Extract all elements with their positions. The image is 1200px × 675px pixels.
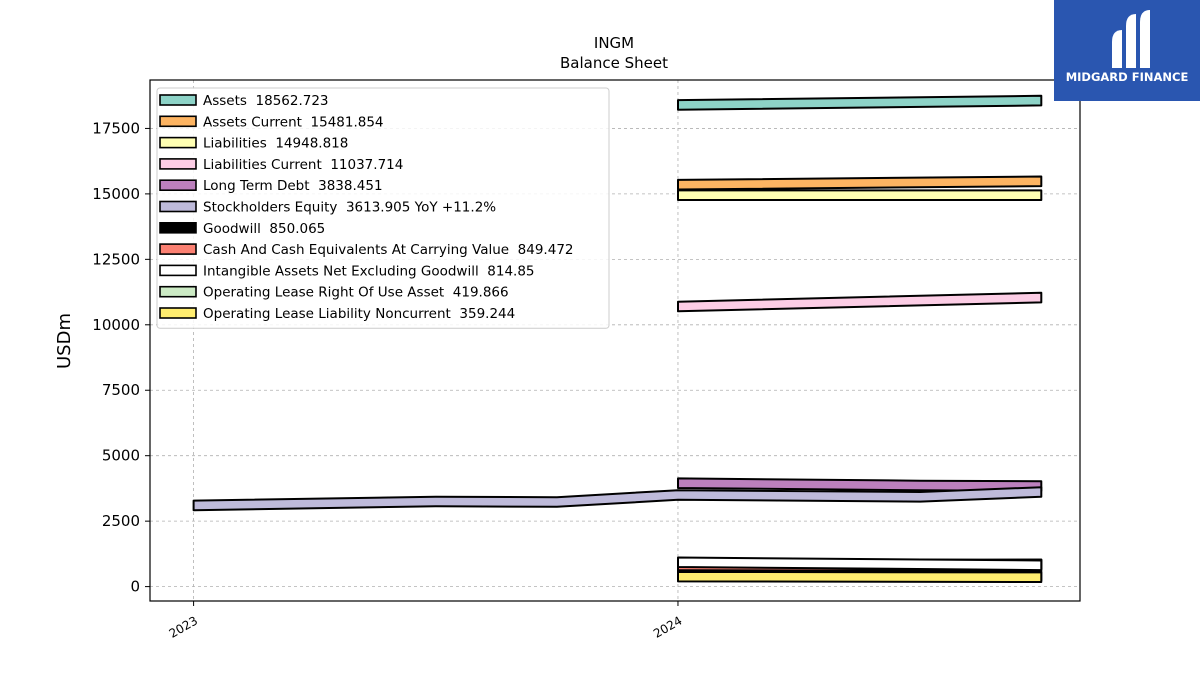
y-tick-label: 7500 [102, 381, 140, 399]
axes: 0 2500 5000 7500 10000 12500 15000 17500 2023 202… [92, 79, 1081, 641]
legend: Assets 18562.723 Assets Current 15481.854… [156, 87, 610, 329]
plot-frame [149, 79, 1081, 602]
legend-swatch [159, 94, 197, 106]
legend-label: Stockholders Equity 3613.905 YoY +11.2% [203, 200, 496, 216]
x-tick-label: 2023 [167, 613, 200, 640]
legend-swatch [159, 115, 197, 128]
legend-label: Operating Lease Right Of Use Asset 419.8… [203, 285, 509, 301]
legend-swatch [159, 222, 197, 234]
series-area [192, 486, 1043, 512]
series-area [677, 189, 1043, 201]
y-tick-label: 15000 [92, 185, 140, 203]
legend-label: Operating Lease Liability Noncurrent 359… [203, 306, 515, 322]
legend-swatch [159, 200, 197, 213]
brand-logo: MIDGARD FINANCE [1054, 0, 1200, 101]
chart-subtitle: Balance Sheet [560, 54, 668, 72]
series-area [677, 175, 1043, 191]
chart-title: INGM [594, 34, 634, 52]
series-area [677, 94, 1043, 111]
legend-swatch [159, 179, 197, 191]
legend-label: Assets Current 15481.854 [203, 114, 384, 130]
legend-swatch [159, 243, 197, 255]
series-area [677, 570, 1043, 583]
legend-swatch [159, 307, 197, 319]
y-tick-label: 2500 [102, 512, 140, 530]
y-tick-label: 12500 [92, 250, 140, 268]
legend-label: Assets 18562.723 [203, 93, 329, 109]
legend-label: Liabilities Current 11037.714 [203, 157, 403, 173]
y-tick-label: 5000 [102, 447, 140, 465]
legend-swatch [159, 264, 197, 277]
y-tick-label: 10000 [92, 316, 140, 334]
legend-swatch [159, 136, 197, 149]
y-tick-label: 17500 [92, 119, 140, 137]
legend-swatch [159, 158, 197, 170]
legend-label: Intangible Assets Net Excluding Goodwill… [203, 263, 535, 279]
legend-box [156, 87, 610, 329]
y-tick-label: 0 [130, 578, 140, 596]
series-area [677, 291, 1043, 313]
legend-label: Cash And Cash Equivalents At Carrying Va… [203, 242, 574, 258]
brand-name: MIDGARD FINANCE [1065, 70, 1189, 84]
y-axis-label: USDm [54, 313, 75, 369]
series-layer [192, 94, 1043, 583]
legend-swatch [159, 285, 197, 298]
legend-label: Liabilities 14948.818 [203, 136, 348, 152]
legend-label: Goodwill 850.065 [203, 221, 325, 237]
legend-label: Long Term Debt 3838.451 [203, 178, 383, 194]
series-area [677, 556, 1043, 572]
x-tick-label: 2024 [651, 613, 684, 640]
midgard-logo-icon [1112, 10, 1150, 68]
